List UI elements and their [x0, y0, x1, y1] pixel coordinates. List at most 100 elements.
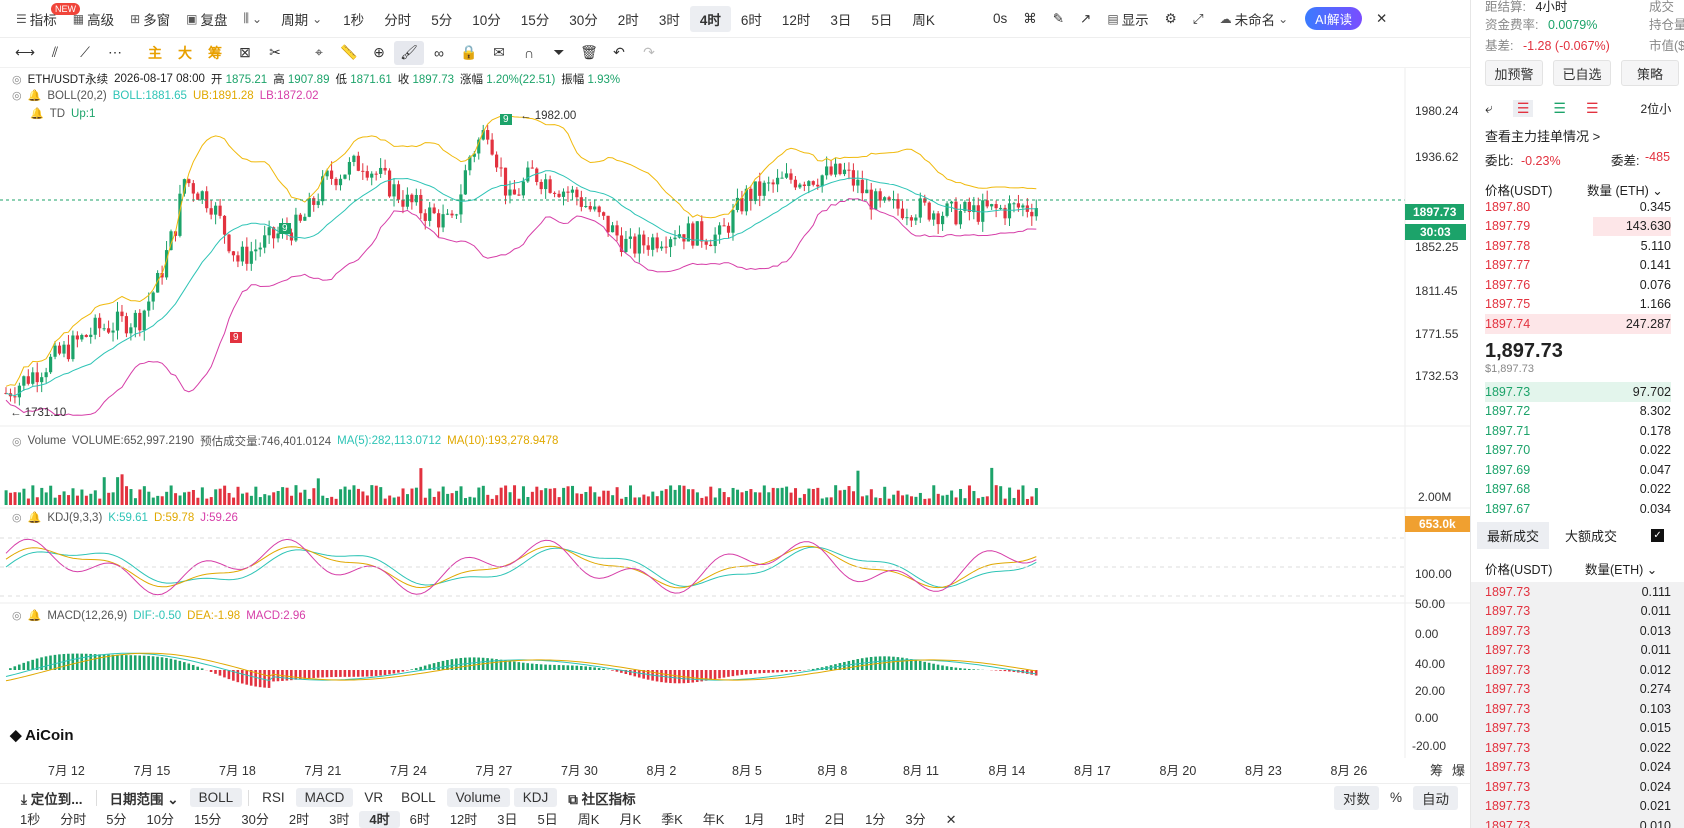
locate-button[interactable]: ⤓ 定位到...	[21, 791, 83, 807]
bid-row[interactable]: 1897.68 0.022	[1485, 480, 1671, 500]
trend-line-icon[interactable]: ⟋	[80, 44, 90, 60]
bell-icon[interactable]: 🔔	[30, 108, 44, 120]
book-split-icon[interactable]: ☰	[1512, 100, 1534, 117]
bid-row[interactable]: 1897.70 0.022	[1485, 441, 1671, 461]
trade-row[interactable]: 1897.73 0.274	[1471, 679, 1684, 699]
timeframe-tab[interactable]: 5分	[431, 12, 453, 28]
timeframe-bar-item[interactable]: 6时	[409, 812, 430, 827]
frame-icon[interactable]: ⌖	[315, 44, 323, 60]
trade-row[interactable]: 1897.73 0.024	[1471, 777, 1684, 797]
timeframe-bar-item[interactable]: 2时	[288, 812, 310, 827]
community-indicator-button[interactable]: ⧉ 社区指标	[568, 791, 636, 807]
timeframe-tab[interactable]: 周K	[912, 12, 935, 28]
strategy-button[interactable]: 策略	[1621, 60, 1679, 86]
bid-row[interactable]: 1897.72 8.302	[1485, 402, 1671, 422]
big-order-tool[interactable]: 大	[178, 44, 192, 61]
horizontal-line-icon[interactable]: ⟷	[14, 44, 36, 60]
close-icon[interactable]: ✕	[1375, 10, 1388, 26]
chart-style-menu[interactable]: ⫼ ⌄	[236, 6, 274, 32]
timeframe-tab[interactable]: 3时	[658, 12, 680, 28]
countdown-setting[interactable]: 0s	[992, 11, 1008, 26]
timeframe-bar-item[interactable]: 5分	[106, 812, 127, 827]
timeframe-bar-item[interactable]: 3时	[329, 812, 350, 827]
fullscreen-icon[interactable]: ⤢	[1192, 10, 1204, 26]
advanced-menu[interactable]: ▦ 高级	[72, 11, 115, 28]
indicator-menu[interactable]: ☰ 指标 NEW	[8, 2, 80, 32]
trade-row[interactable]: 1897.73 0.012	[1471, 660, 1684, 680]
tab-latest-trades[interactable]: 最新成交	[1477, 522, 1550, 549]
undo-icon[interactable]: ↶	[613, 44, 625, 60]
indicator-rsi[interactable]: RSI	[262, 790, 285, 805]
ruler-icon[interactable]: 📏	[340, 44, 358, 60]
add-alert-button[interactable]: 加预警	[1485, 60, 1543, 86]
date-range-button[interactable]: 日期范围 ⌄	[109, 791, 179, 807]
timeframe-bar-item[interactable]: 1分	[865, 812, 886, 827]
timeframe-bar-item[interactable]: 3分	[905, 812, 926, 827]
main-indicator-boll[interactable]: BOLL	[189, 788, 243, 807]
ask-row[interactable]: 1897.75 1.166	[1485, 295, 1671, 315]
calc-icon[interactable]: ⊠	[239, 44, 251, 60]
settings-icon[interactable]: ⚙	[1164, 10, 1177, 26]
favorited-button[interactable]: 已自选	[1553, 60, 1611, 86]
checkbox[interactable]: ✓	[1651, 529, 1665, 542]
log-scale-button[interactable]: 对数	[1333, 785, 1379, 810]
trade-row[interactable]: 1897.73 0.024	[1471, 757, 1684, 777]
ai-interpret-button[interactable]: AI解读	[1305, 7, 1362, 30]
timeframe-tab[interactable]: 2时	[617, 12, 639, 28]
trade-qty-unit-select[interactable]: 数量(ETH) ⌄	[1585, 563, 1658, 577]
qty-unit-select[interactable]: 数量 (ETH) ⌄	[1587, 184, 1663, 198]
percent-scale-button[interactable]: %	[1389, 790, 1402, 805]
main-force-tool[interactable]: 主	[148, 44, 162, 61]
timeframe-bar-item[interactable]: 年K	[702, 812, 725, 827]
parallel-line-icon[interactable]: ⫽	[51, 44, 59, 60]
timeframe-tab[interactable]: 3日	[830, 12, 852, 28]
eye-icon[interactable]: ◎	[12, 73, 22, 86]
ask-row[interactable]: 1897.74 247.287	[1485, 314, 1671, 334]
timeframe-bar-item[interactable]: 季K	[661, 812, 683, 827]
timeframe-bar-item[interactable]: 5日	[537, 812, 558, 827]
precision-select[interactable]: 2位小	[1640, 102, 1672, 116]
timeframe-tab[interactable]: 分时	[384, 12, 412, 28]
timeframe-tab[interactable]: 6时	[740, 12, 762, 28]
timeframe-bar-item[interactable]: 1秒	[20, 812, 41, 827]
timeframe-tab[interactable]: 4时	[689, 5, 731, 32]
book-both-icon[interactable]: ⤶	[1485, 100, 1493, 116]
chip-corner-label[interactable]: 筹	[1430, 763, 1444, 778]
indicator-boll[interactable]: BOLL	[401, 790, 436, 805]
ask-row[interactable]: 1897.76 0.076	[1485, 275, 1671, 295]
trade-row[interactable]: 1897.73 0.111	[1471, 582, 1684, 602]
trade-row[interactable]: 1897.73 0.022	[1471, 738, 1684, 758]
ask-row[interactable]: 1897.78 5.110	[1485, 236, 1671, 256]
display-menu[interactable]: ▤ 显示	[1107, 11, 1149, 28]
indicator-kdj[interactable]: KDJ	[513, 788, 558, 807]
zoom-in-icon[interactable]: ⊕	[373, 44, 385, 60]
scissors-icon[interactable]: ✂	[269, 44, 281, 60]
note-icon[interactable]: ✉	[493, 44, 505, 60]
multi-window-menu[interactable]: ⊞ 多窗	[130, 11, 171, 28]
indicator-vr[interactable]: VR	[364, 790, 384, 805]
bell-icon[interactable]: 🔔	[27, 512, 42, 524]
timeframe-bar-item[interactable]: 月K	[619, 812, 642, 827]
eye-icon[interactable]: ◎	[12, 610, 22, 622]
bell-icon[interactable]: 🔔	[27, 90, 42, 102]
bid-row[interactable]: 1897.69 0.047	[1485, 460, 1671, 480]
indicator-macd[interactable]: MACD	[295, 788, 354, 807]
timeframe-bar-item[interactable]: 15分	[193, 812, 222, 827]
pattern-icon[interactable]: ∞	[434, 44, 444, 61]
chart-area[interactable]: ◎ ETH/USDT永续 2026-08-17 08:00 开 1875.21 …	[0, 68, 1470, 788]
timeframe-tab[interactable]: 12时	[781, 12, 811, 28]
screenshot-icon[interactable]: ⌘	[1023, 10, 1037, 26]
lock-icon[interactable]: 🔒	[460, 44, 478, 60]
book-asks-icon[interactable]: ☰	[1585, 100, 1599, 116]
tab-large-trades[interactable]: 大额成交	[1565, 529, 1618, 544]
dot-line-icon[interactable]: ⋯	[108, 44, 122, 60]
trade-row[interactable]: 1897.73 0.021	[1471, 796, 1684, 816]
timeframe-bar-item[interactable]: 1月	[744, 812, 765, 827]
redo-icon[interactable]: ↷	[643, 44, 655, 60]
ask-row[interactable]: 1897.79 143.630	[1485, 216, 1671, 236]
bid-row[interactable]: 1897.71 0.178	[1485, 421, 1671, 441]
timeframe-tab[interactable]: 1秒	[343, 12, 365, 28]
indicator-volume[interactable]: Volume	[446, 788, 510, 807]
trash-icon[interactable]: 🗑	[580, 44, 598, 60]
timeframe-bar-item[interactable]: 1时	[784, 812, 805, 827]
